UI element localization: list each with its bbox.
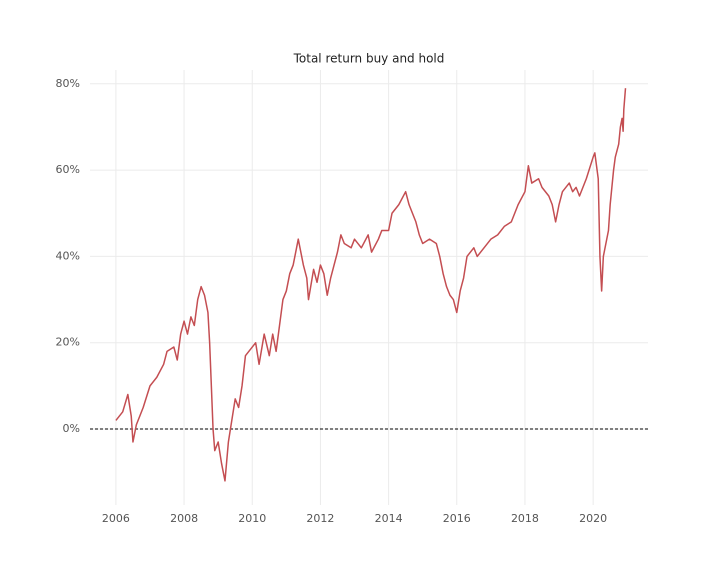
x-tick-label: 2020	[579, 512, 607, 525]
x-tick-label: 2012	[306, 512, 334, 525]
y-tick-label: 40%	[56, 249, 80, 262]
chart-title: Total return buy and hold	[293, 52, 445, 66]
y-tick-label: 60%	[56, 163, 80, 176]
x-tick-label: 2016	[443, 512, 471, 525]
x-tick-label: 2008	[170, 512, 198, 525]
x-tick-label: 2014	[375, 512, 403, 525]
x-tick-label: 2010	[238, 512, 266, 525]
y-tick-label: 80%	[56, 77, 80, 90]
y-tick-label: 0%	[63, 422, 80, 435]
x-tick-label: 2018	[511, 512, 539, 525]
line-series	[115, 88, 627, 482]
x-tick-label: 2006	[102, 512, 130, 525]
y-tick-label: 20%	[56, 336, 80, 349]
